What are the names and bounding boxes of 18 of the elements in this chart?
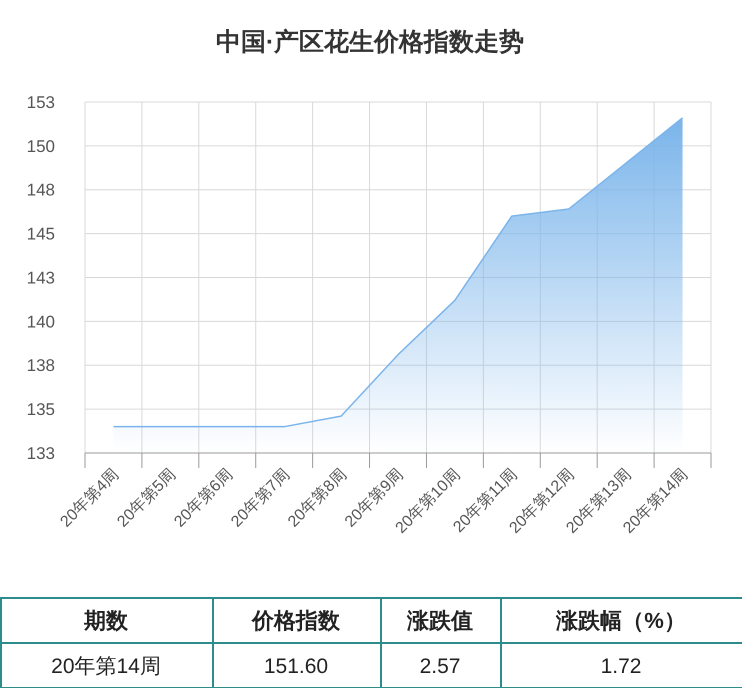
chart-title: 中国·产区花生价格指数走势 <box>216 28 524 56</box>
y-tick-label: 140 <box>26 312 55 332</box>
y-tick-label: 143 <box>26 268 55 288</box>
y-tick-label: 153 <box>26 92 55 112</box>
text: 2.57 <box>420 654 460 678</box>
text: 涨跌值 <box>406 608 473 634</box>
text: 1.72 <box>600 654 642 678</box>
y-tick-label: 150 <box>26 136 55 156</box>
text: 期数 <box>83 608 129 634</box>
y-tick-label: 133 <box>26 444 55 463</box>
y-tick-label: 148 <box>26 180 55 200</box>
y-tick-label: 145 <box>26 224 55 244</box>
text: 价格指数 <box>251 608 341 634</box>
y-tick-label: 138 <box>26 356 55 376</box>
text: 151.60 <box>264 654 328 678</box>
text: 涨跌幅（%） <box>555 608 686 634</box>
text: 20年第14周 <box>51 654 161 678</box>
y-tick-label: 135 <box>26 400 55 420</box>
